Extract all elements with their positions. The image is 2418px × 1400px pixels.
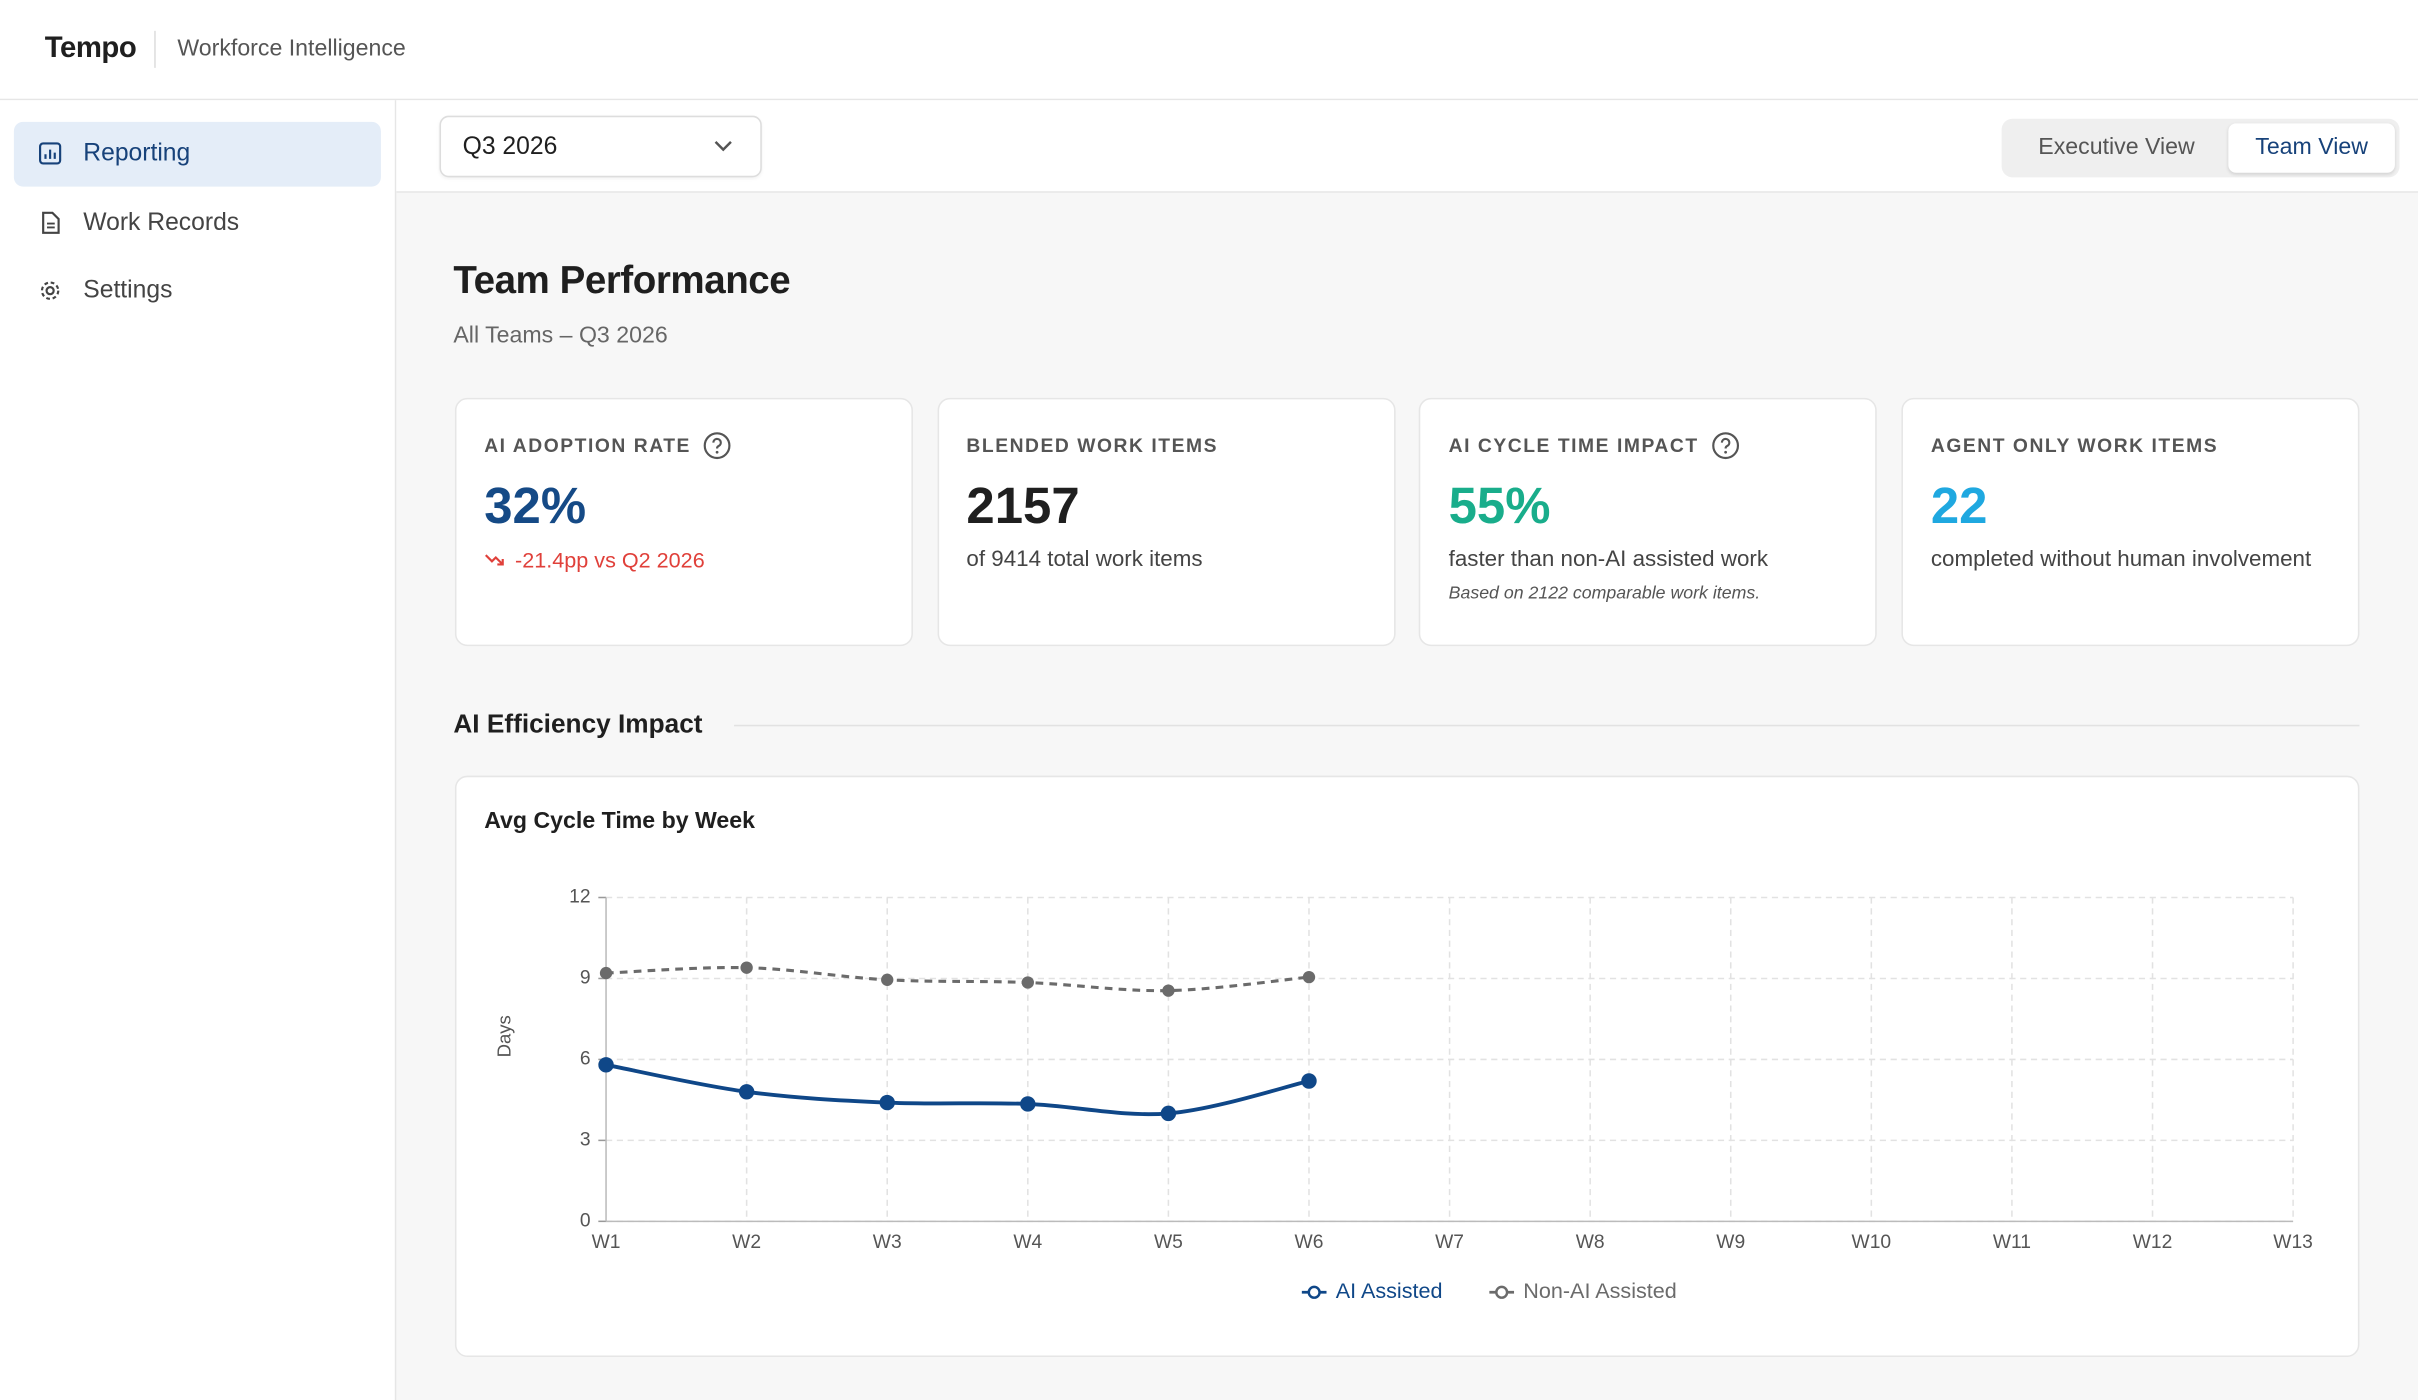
x-tick-label: W13 bbox=[2273, 1232, 2313, 1253]
data-point bbox=[738, 1084, 755, 1100]
chart: Avg Cycle Time by Week Days 0 3 6 9 12 W1 W2 W3… bbox=[484, 807, 2313, 1303]
icon bbox=[40, 281, 60, 300]
icon bbox=[703, 432, 731, 460]
top-bar bbox=[0, 0, 2418, 101]
x-tick-label: W6 bbox=[1295, 1232, 1324, 1253]
chart-card bbox=[454, 775, 2360, 1358]
x-tick-label: W7 bbox=[1435, 1232, 1464, 1253]
kpi-label: AI CYCLE TIME IMPACT bbox=[1448, 434, 1699, 457]
icon bbox=[39, 142, 62, 165]
x-tick-label: W1 bbox=[592, 1232, 621, 1253]
chart-title: Avg Cycle Time by Week bbox=[484, 807, 755, 833]
kpi-card: AI ADOPTION RATE 32% -21.4pp vs Q2 2026 bbox=[454, 397, 913, 647]
x-tick-label: W4 bbox=[1013, 1232, 1042, 1253]
kpi-label: AGENT ONLY WORK ITEMS bbox=[1930, 434, 2219, 457]
period-select[interactable]: Q3 2026 bbox=[439, 115, 762, 178]
kpi-note: Based on 2122 comparable work items. bbox=[1448, 584, 1761, 603]
view-option[interactable]: Team View bbox=[2228, 123, 2395, 173]
kpi-text: of 9414 total work items bbox=[966, 547, 1203, 573]
kpi-card: AI CYCLE TIME IMPACT 55% faster than non-A… bbox=[1419, 397, 1878, 647]
kpi-value: 55% bbox=[1448, 476, 1551, 534]
data-point bbox=[879, 1094, 895, 1111]
y-tick-label: 0 bbox=[580, 1210, 591, 1231]
y-tick-label: 12 bbox=[569, 887, 590, 908]
kpi-value: 22 bbox=[1930, 476, 1988, 534]
kpi-label: BLENDED WORK ITEMS bbox=[966, 434, 1218, 457]
nav-label: Settings bbox=[83, 277, 173, 304]
series-line bbox=[605, 1062, 1310, 1117]
kpi-delta-row: -21.4pp vs Q2 2026 bbox=[484, 547, 883, 572]
nav-item[interactable]: Settings bbox=[14, 259, 381, 324]
section-rule bbox=[734, 724, 2360, 727]
legend-swatch-dot bbox=[1307, 1285, 1321, 1299]
kpi-delta: -21.4pp vs Q2 2026 bbox=[515, 547, 705, 573]
x-tick-label: W2 bbox=[732, 1232, 761, 1253]
data-point bbox=[1302, 970, 1316, 984]
legend-label: AI Assisted bbox=[1336, 1278, 1443, 1303]
data-point bbox=[1160, 1105, 1177, 1122]
view-toggle: Executive View Team View bbox=[2001, 118, 2400, 178]
x-tick-label: W12 bbox=[2133, 1232, 2173, 1253]
kpi-text: completed without human involvement bbox=[1930, 547, 2312, 573]
divider bbox=[154, 30, 156, 68]
kpi-label: AI ADOPTION RATE bbox=[484, 434, 691, 457]
x-tick-label: W11 bbox=[1993, 1232, 2031, 1253]
page-title: Team Performance bbox=[453, 259, 791, 303]
view-option[interactable]: Executive View bbox=[2038, 134, 2195, 161]
icon bbox=[42, 210, 60, 234]
x-tick-label: W8 bbox=[1576, 1232, 1605, 1253]
kpi-label-row: AGENT ONLY WORK ITEMS bbox=[1931, 430, 2330, 461]
y-tick-label: 6 bbox=[580, 1049, 591, 1070]
kpi-card: BLENDED WORK ITEMS 2157 of 9414 total work… bbox=[937, 397, 1396, 647]
kpi-label-row: AI CYCLE TIME IMPACT bbox=[1449, 430, 1848, 461]
brand[interactable]: Tempo bbox=[44, 32, 137, 65]
data-point bbox=[1020, 1096, 1036, 1112]
x-tick-label: W5 bbox=[1154, 1232, 1183, 1253]
data-point bbox=[1301, 1073, 1317, 1089]
product-name: Workforce Intelligence bbox=[177, 35, 406, 62]
x-tick-label: W3 bbox=[873, 1232, 902, 1253]
chevron bbox=[714, 141, 732, 152]
nav-item[interactable]: Work Records bbox=[14, 190, 381, 255]
nav-item[interactable]: Reporting bbox=[13, 121, 381, 187]
kpi-card: AGENT ONLY WORK ITEMS 22 completed without… bbox=[1901, 397, 2360, 647]
data-point bbox=[740, 961, 753, 974]
section-title: AI Efficiency Impact bbox=[453, 709, 703, 739]
y-tick-label: 9 bbox=[580, 968, 591, 989]
x-tick-label: W10 bbox=[1852, 1232, 1892, 1253]
legend-swatch-dot bbox=[1495, 1285, 1509, 1299]
kpi-value: 32% bbox=[484, 476, 587, 534]
kpi-label-row: AI ADOPTION RATE bbox=[484, 430, 883, 461]
kpi-value: 2157 bbox=[966, 476, 1080, 534]
data-point bbox=[599, 966, 613, 980]
page-subtitle: All Teams – Q3 2026 bbox=[453, 322, 668, 349]
data-point bbox=[598, 1057, 614, 1073]
legend-label: Non-AI Assisted bbox=[1523, 1278, 1677, 1303]
data-point bbox=[1162, 984, 1175, 997]
icon bbox=[1711, 432, 1739, 460]
nav-label: Reporting bbox=[83, 140, 191, 167]
icon bbox=[484, 554, 504, 566]
data-point bbox=[1021, 976, 1034, 989]
y-tick-label: 3 bbox=[580, 1129, 591, 1150]
series-line bbox=[605, 965, 1310, 993]
sidebar bbox=[0, 100, 397, 1400]
data-point bbox=[881, 973, 894, 986]
kpi-text: faster than non-AI assisted work bbox=[1448, 547, 1769, 573]
y-axis-label: Days bbox=[494, 1015, 515, 1057]
period-value: Q3 2026 bbox=[462, 134, 558, 161]
x-tick-label: W9 bbox=[1716, 1232, 1745, 1253]
kpi-label-row: BLENDED WORK ITEMS bbox=[966, 430, 1365, 461]
nav-label: Work Records bbox=[83, 208, 240, 236]
